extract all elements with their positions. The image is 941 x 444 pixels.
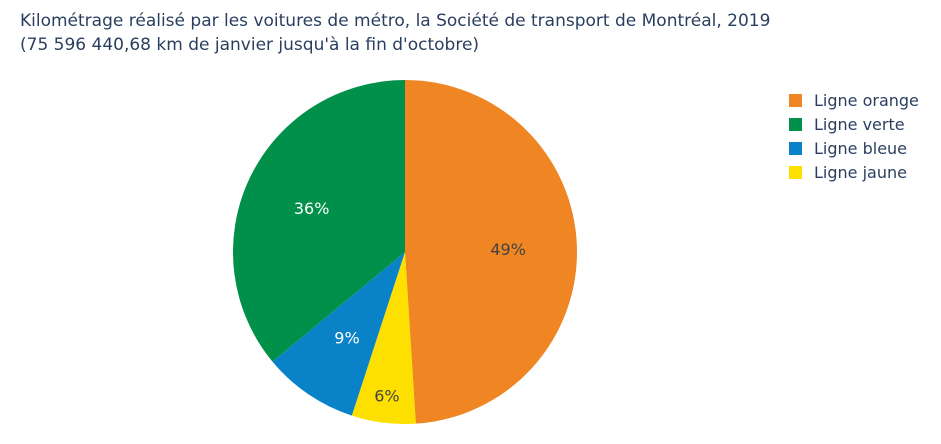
- legend-swatch-orange: [789, 93, 802, 107]
- pie-label-ligne-verte: 36%: [294, 199, 330, 218]
- legend-item-bleue[interactable]: Ligne bleue: [789, 136, 919, 160]
- pie-slice-ligne-orange[interactable]: [405, 80, 577, 424]
- pie-slice-ligne-jaune[interactable]: [351, 252, 416, 424]
- chart-subtitle: (75 596 440,68 km de janvier jusqu'à la …: [20, 35, 480, 55]
- legend-swatch-jaune: [789, 165, 802, 179]
- pie-label-ligne-bleue: 9%: [334, 328, 359, 347]
- legend-item-orange[interactable]: Ligne orange: [789, 88, 919, 112]
- legend-item-jaune[interactable]: Ligne jaune: [789, 160, 919, 184]
- legend-item-verte[interactable]: Ligne verte: [789, 112, 919, 136]
- pie-slice-ligne-verte[interactable]: [232, 80, 405, 362]
- legend-label-jaune: Ligne jaune: [814, 162, 907, 182]
- chart-title: Kilométrage réalisé par les voitures de …: [20, 11, 771, 31]
- legend-label-bleue: Ligne bleue: [814, 138, 908, 158]
- legend-swatch-bleue: [789, 141, 802, 155]
- legend: Ligne orange Ligne verte Ligne bleue Lig…: [789, 88, 919, 184]
- legend-label-verte: Ligne verte: [814, 114, 905, 134]
- pie-label-ligne-orange: 49%: [490, 240, 526, 259]
- legend-swatch-verte: [789, 117, 802, 131]
- pie-label-ligne-jaune: 6%: [374, 386, 399, 405]
- legend-label-orange: Ligne orange: [814, 90, 919, 110]
- chart-title-block: Kilométrage réalisé par les voitures de …: [20, 9, 770, 57]
- pie-slice-ligne-bleue[interactable]: [272, 252, 405, 416]
